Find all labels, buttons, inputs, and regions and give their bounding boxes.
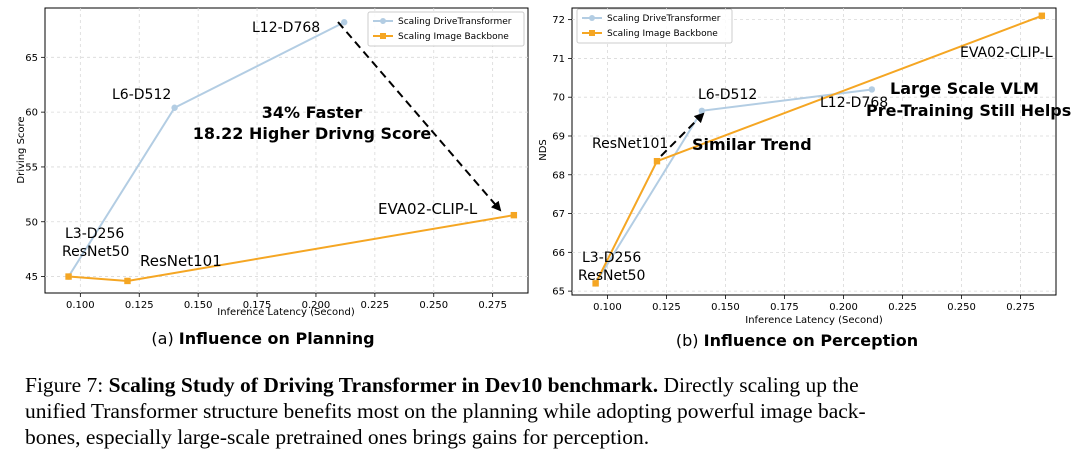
y-tick-label: 67 bbox=[552, 209, 565, 220]
x-tick-label: 0.125 bbox=[652, 302, 681, 313]
legend-marker bbox=[589, 15, 595, 21]
x-tick-label: 0.200 bbox=[302, 300, 331, 311]
legend: Scaling DriveTransformer Scaling Image B… bbox=[367, 11, 525, 47]
y-tick-label: 68 bbox=[552, 170, 565, 181]
y-axis-label: Driving Score bbox=[16, 116, 27, 183]
plot-frame bbox=[571, 7, 1057, 296]
data-point bbox=[124, 277, 131, 285]
point-label: L6-D512 bbox=[112, 87, 171, 103]
point-label: EVA02-CLIP-L bbox=[960, 45, 1053, 61]
point-label: ResNet101 bbox=[592, 136, 668, 152]
point-label: L6-D512 bbox=[698, 87, 757, 103]
point-label: L3-D256 bbox=[65, 226, 124, 242]
point-label: L12-D768 bbox=[820, 95, 888, 111]
x-tick-label: 0.150 bbox=[711, 302, 740, 313]
y-tick-label: 65 bbox=[25, 53, 38, 64]
x-tick-label: 0.225 bbox=[361, 300, 390, 311]
point-label: ResNet50 bbox=[62, 244, 129, 260]
annotation-vlm: Large Scale VLM bbox=[890, 79, 1039, 98]
x-tick-label: 0.175 bbox=[243, 300, 272, 311]
x-tick-label: 0.100 bbox=[593, 302, 622, 313]
y-tick-label: 65 bbox=[552, 287, 565, 298]
planning-chart: 0.100 0.125 0.150 0.175 0.200 0.225 0.250 0.275… bbox=[16, 7, 529, 348]
series-line bbox=[68, 214, 515, 282]
legend-marker bbox=[589, 30, 595, 36]
y-axis-label: NDS bbox=[538, 139, 549, 161]
legend: Scaling DriveTransformer Scaling Image B… bbox=[576, 8, 733, 44]
data-point bbox=[1038, 12, 1046, 19]
point-label: L3-D256 bbox=[582, 250, 641, 266]
y-tick-label: 50 bbox=[25, 217, 38, 228]
figure-caption-line-3: bones, especially large-scale pretrained… bbox=[25, 425, 650, 449]
x-tick-label: 0.175 bbox=[770, 302, 799, 313]
x-tick-label: 0.225 bbox=[888, 302, 917, 313]
trend-arrow bbox=[660, 112, 705, 157]
annotation-similar-trend: Similar Trend bbox=[692, 135, 812, 154]
x-axis-label: Inference Latency (Second) bbox=[745, 315, 883, 326]
point-label: L12-D768 bbox=[252, 20, 320, 36]
point-label: ResNet101 bbox=[140, 252, 222, 270]
figure-caption-line-2: unified Transformer structure benefits m… bbox=[25, 399, 866, 423]
y-tick-label: 45 bbox=[25, 272, 38, 283]
x-tick-label: 0.250 bbox=[419, 300, 448, 311]
legend-label: Scaling DriveTransformer bbox=[607, 14, 721, 24]
x-tick-label: 0.275 bbox=[1006, 302, 1035, 313]
y-tick-label: 60 bbox=[25, 108, 38, 119]
x-tick-label: 0.250 bbox=[947, 302, 976, 313]
x-axis-label: Inference Latency (Second) bbox=[217, 307, 355, 318]
data-point bbox=[653, 157, 661, 165]
point-label: ResNet50 bbox=[578, 268, 645, 284]
annotation-score: 18.22 Higher Drivng Score bbox=[193, 124, 432, 143]
plot-frame bbox=[44, 7, 529, 294]
legend-box bbox=[576, 8, 733, 44]
y-tick-label: 72 bbox=[552, 15, 565, 26]
subfigure-caption: (b) Influence on Perception bbox=[676, 331, 918, 350]
y-tick-label: 71 bbox=[552, 54, 565, 65]
legend-box bbox=[367, 11, 525, 47]
legend-label: Scaling Image Backbone bbox=[607, 29, 718, 39]
x-tick-label: 0.125 bbox=[125, 300, 154, 311]
x-tick-label: 0.100 bbox=[66, 300, 95, 311]
y-tick-label: 69 bbox=[552, 131, 565, 142]
data-point bbox=[510, 211, 518, 219]
figure-caption-line-1: Figure 7: Scaling Study of Driving Trans… bbox=[25, 373, 859, 397]
perception-chart: 0.100 0.125 0.150 0.175 0.200 0.225 0.250 0.275… bbox=[538, 7, 1071, 350]
annotation-faster: 34% Faster bbox=[262, 103, 363, 122]
annotation-pretraining: Pre-Training Still Helps bbox=[866, 101, 1071, 120]
data-point bbox=[592, 280, 599, 287]
data-point bbox=[341, 19, 348, 26]
x-tick-label: 0.275 bbox=[478, 300, 507, 311]
subfigure-caption: (a) Influence on Planning bbox=[151, 329, 374, 348]
y-tick-label: 70 bbox=[552, 93, 565, 104]
y-tick-label: 55 bbox=[25, 162, 38, 173]
x-tick-label: 0.150 bbox=[184, 300, 213, 311]
y-tick-label: 66 bbox=[552, 248, 565, 259]
speedup-arrow bbox=[337, 21, 502, 212]
legend-marker bbox=[380, 33, 386, 39]
point-label: EVA02-CLIP-L bbox=[378, 200, 478, 218]
legend-label: Scaling Image Backbone bbox=[398, 32, 509, 42]
data-point bbox=[868, 86, 876, 93]
data-point bbox=[171, 104, 178, 111]
legend-label: Scaling DriveTransformer bbox=[398, 17, 512, 27]
x-tick-label: 0.200 bbox=[829, 302, 858, 313]
data-point bbox=[65, 273, 72, 280]
legend-marker bbox=[380, 18, 386, 24]
data-point bbox=[698, 107, 706, 114]
